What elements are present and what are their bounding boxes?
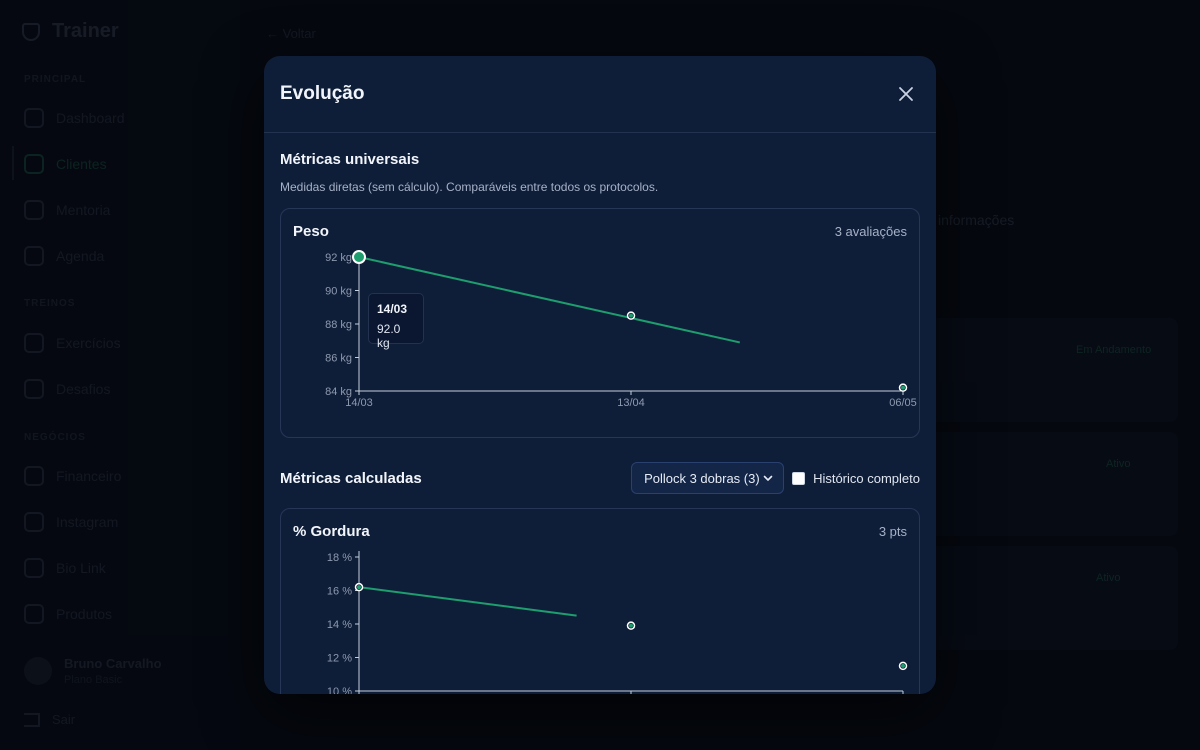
data-point-core (901, 663, 905, 668)
y-tick-label: 12 % (327, 653, 352, 665)
sidebar-item-bio-link[interactable]: Bio Link (24, 558, 106, 578)
sidebar: Trainer PRINCIPAL Dashboard Clientes Men… (0, 0, 240, 750)
protocol-select-value: Pollock 3 dobras (3) (644, 470, 760, 486)
y-tick-label: 92 kg (325, 252, 352, 264)
body-fat-chart-card: % Gordura 3 pts 18 % 16 % 14 % 12 % 10 % 14/0… (280, 508, 920, 694)
series-line (358, 256, 741, 344)
users-icon (24, 154, 44, 174)
sidebar-item-exercicios[interactable]: Exercícios (24, 333, 121, 353)
sidebar-item-mentoria[interactable]: Mentoria (24, 200, 110, 220)
box-icon (24, 604, 44, 624)
universal-metrics-subtitle: Medidas diretas (sem cálculo). Comparáve… (280, 180, 659, 194)
y-tick-label: 10 % (327, 686, 352, 694)
sidebar-section-label: TREINOS (24, 298, 76, 309)
sidebar-item-produtos[interactable]: Produtos (24, 604, 112, 624)
sidebar-item-financeiro[interactable]: Financeiro (24, 466, 121, 486)
tooltip-value: 92.0 kg (377, 322, 401, 350)
background-text: informações (938, 212, 1015, 228)
calculated-metrics-title: Métricas calculadas (280, 469, 422, 487)
dashboard-icon (24, 108, 44, 128)
full-history-checkbox[interactable] (792, 471, 806, 485)
logout-label: Sair (52, 712, 76, 727)
modal-title: Evolução (280, 83, 365, 104)
sidebar-item-label: Dashboard (56, 110, 125, 126)
trophy-icon (24, 379, 44, 399)
close-button[interactable] (892, 80, 920, 108)
y-tick-label: 86 kg (325, 353, 352, 365)
tooltip-date: 14/03 (377, 302, 408, 316)
sidebar-item-desafios[interactable]: Desafios (24, 379, 110, 399)
sidebar-item-clientes[interactable]: Clientes (24, 154, 107, 174)
calculated-metrics-header: Métricas calculadas Pollock 3 dobras (3)… (280, 462, 920, 494)
data-point (352, 250, 366, 264)
chart-count: 3 pts (878, 524, 907, 539)
active-indicator (12, 146, 14, 180)
data-point-core (901, 385, 905, 390)
brand-name: Trainer (52, 20, 119, 42)
sidebar-item-label: Instagram (56, 514, 119, 530)
brand-logo-icon (22, 22, 40, 41)
y-tick-label: 16 % (327, 586, 352, 598)
wallet-icon (24, 466, 44, 486)
sidebar-item-label: Bio Link (56, 560, 106, 576)
sidebar-item-label: Desafios (56, 381, 111, 397)
modal-header: Evolução (264, 56, 936, 133)
chart-title: Peso (293, 223, 329, 240)
sidebar-item-label: Mentoria (56, 202, 111, 218)
background-card (930, 546, 1178, 650)
data-point-core (629, 623, 633, 628)
universal-metrics-title: Métricas universais (280, 151, 420, 168)
body-fat-chart[interactable]: 18 %16 %14 %12 %10 %14/03 13/04 06/05 (281, 509, 921, 694)
sidebar-item-agenda[interactable]: Agenda (24, 246, 104, 266)
status-badge: Ativo (1106, 458, 1131, 470)
x-tick-label: 14/03 (345, 397, 373, 409)
evolution-modal: Evolução Métricas universais Medidas dir… (264, 56, 936, 694)
user-profile[interactable]: Bruno Carvalho Plano Basic (24, 656, 162, 686)
instagram-icon (24, 512, 44, 532)
x-tick-label: 06/05 (889, 397, 917, 409)
sidebar-section-label: NEGÓCIOS (24, 432, 86, 443)
status-badge: Em Andamento (1076, 344, 1152, 356)
protocol-select[interactable]: Pollock 3 dobras (3) (631, 462, 785, 494)
chart-title: % Gordura (293, 523, 370, 540)
data-point-core (629, 313, 633, 318)
x-tick-label: 13/04 (617, 397, 645, 409)
sidebar-item-instagram[interactable]: Instagram (24, 512, 118, 532)
chart-tooltip: 14/03 92.0 kg (368, 293, 424, 350)
avatar (24, 657, 52, 685)
sidebar-item-label: Exercícios (56, 335, 121, 351)
logout-button[interactable]: Sair (24, 712, 75, 727)
sidebar-item-dashboard[interactable]: Dashboard (24, 108, 125, 128)
close-icon (899, 87, 913, 101)
background-card (930, 318, 1178, 422)
logout-icon (24, 712, 40, 727)
full-history-label[interactable]: Histórico completo (813, 470, 920, 486)
brand: Trainer (22, 20, 119, 43)
sidebar-item-label: Agenda (56, 248, 105, 264)
dumbbell-icon (24, 333, 44, 353)
user-name: Bruno Carvalho (64, 656, 162, 671)
back-link[interactable]: ← Voltar (266, 26, 316, 41)
chevron-down-icon (763, 475, 773, 481)
y-tick-label: 90 kg (325, 286, 352, 298)
y-tick-label: 18 % (327, 552, 352, 564)
sidebar-item-label: Clientes (56, 156, 107, 172)
sidebar-item-label: Financeiro (56, 468, 122, 484)
background-card (930, 432, 1178, 536)
sidebar-item-label: Produtos (56, 606, 113, 622)
status-badge: Ativo (1096, 572, 1121, 584)
chart-count: 3 avaliações (834, 224, 907, 239)
user-plan: Plano Basic (64, 674, 123, 686)
calendar-icon (24, 246, 44, 266)
y-tick-label: 88 kg (325, 319, 352, 331)
y-tick-label: 14 % (327, 619, 352, 631)
series-line (358, 586, 577, 617)
mentoria-icon (24, 200, 44, 220)
link-icon (24, 558, 44, 578)
y-tick-label: 84 kg (325, 386, 352, 398)
sidebar-section-label: PRINCIPAL (24, 74, 87, 85)
data-point-core (357, 585, 361, 590)
